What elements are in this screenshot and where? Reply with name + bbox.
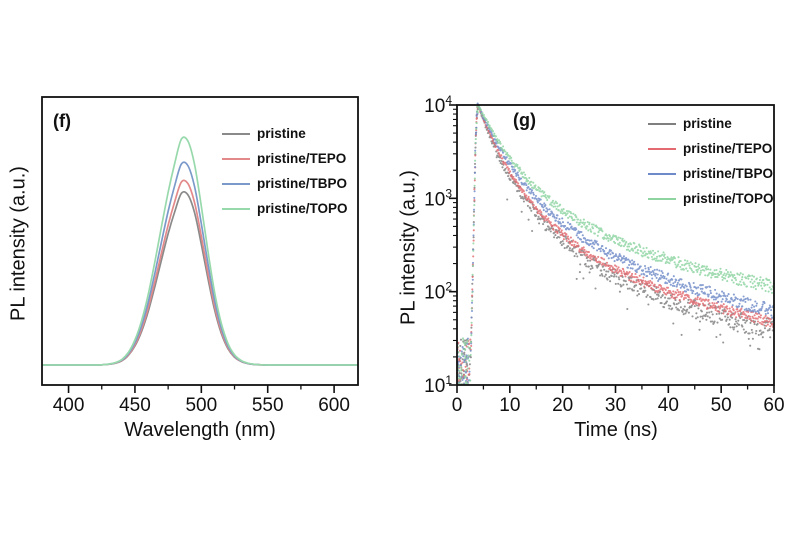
legend-line-swatch — [648, 172, 676, 175]
x-tick-label: 20 — [552, 395, 573, 416]
legend-line-swatch — [222, 182, 250, 185]
legend-item: pristine — [222, 121, 348, 146]
legend-line-swatch — [648, 122, 676, 125]
x-tick-label: 450 — [119, 395, 151, 416]
panel-g-xaxis-title: Time (ns) — [574, 419, 658, 441]
panel-g-decay-plot: 101 102 103 104 0 10 20 30 40 50 60 — [424, 93, 784, 416]
legend-label: pristine/TBPO — [683, 165, 774, 181]
y-tick-label: 104 — [424, 93, 452, 117]
legend-item: pristine/TOPO — [222, 196, 348, 221]
legend-item: pristine/TBPO — [222, 171, 348, 196]
legend-item: pristine/TEPO — [222, 146, 348, 171]
panel-f-xaxis-title: Wavelength (nm) — [124, 419, 276, 441]
legend-label: pristine/TOPO — [257, 200, 348, 216]
x-tick-label: 40 — [658, 395, 679, 416]
legend-label: pristine/TBPO — [257, 175, 348, 191]
y-tick-label: 103 — [424, 186, 452, 210]
legend-label: pristine — [257, 125, 306, 141]
legend-item: pristine/TBPO — [648, 161, 774, 186]
legend-line-swatch — [222, 157, 250, 160]
decay-scatter — [456, 102, 775, 386]
legend-item: pristine/TEPO — [648, 136, 774, 161]
panel-g-legend: pristine pristine/TEPO pristine/TBPO pri… — [648, 111, 774, 211]
legend-label: pristine/TEPO — [257, 150, 347, 166]
panel-g-label: (g) — [513, 110, 536, 130]
x-tick-label: 10 — [499, 395, 520, 416]
x-tick-label: 60 — [763, 395, 784, 416]
legend-line-swatch — [648, 147, 676, 150]
legend-line-swatch — [648, 197, 676, 200]
panel-f-label: (f) — [53, 111, 71, 131]
x-tick-label: 600 — [318, 395, 350, 416]
panel-f-yaxis-title: PL intensity (a.u.) — [7, 166, 30, 321]
x-tick-label: 30 — [605, 395, 626, 416]
legend-line-swatch — [222, 207, 250, 210]
x-tick-label: 400 — [53, 395, 85, 416]
legend-item: pristine/TOPO — [648, 186, 774, 211]
x-tick-label: 50 — [711, 395, 732, 416]
panel-f-spectrum-plot: 400 450 500 550 600 — [41, 96, 359, 416]
legend-label: pristine/TOPO — [683, 190, 774, 206]
y-tick-label: 102 — [424, 280, 452, 304]
x-tick-label: 550 — [252, 395, 284, 416]
spectrum-line-pristine-TOPO — [42, 136, 358, 366]
legend-label: pristine/TEPO — [683, 140, 773, 156]
y-tick-label: 101 — [424, 373, 452, 397]
legend-label: pristine — [683, 115, 732, 131]
x-tick-label: 0 — [452, 395, 463, 416]
legend-line-swatch — [222, 132, 250, 135]
x-tick-label: 500 — [185, 395, 217, 416]
panel-g-yaxis-title: PL intensity (a.u.) — [397, 170, 420, 325]
legend-item: pristine — [648, 111, 774, 136]
panel-f-legend: pristine pristine/TEPO pristine/TBPO pri… — [222, 121, 348, 221]
